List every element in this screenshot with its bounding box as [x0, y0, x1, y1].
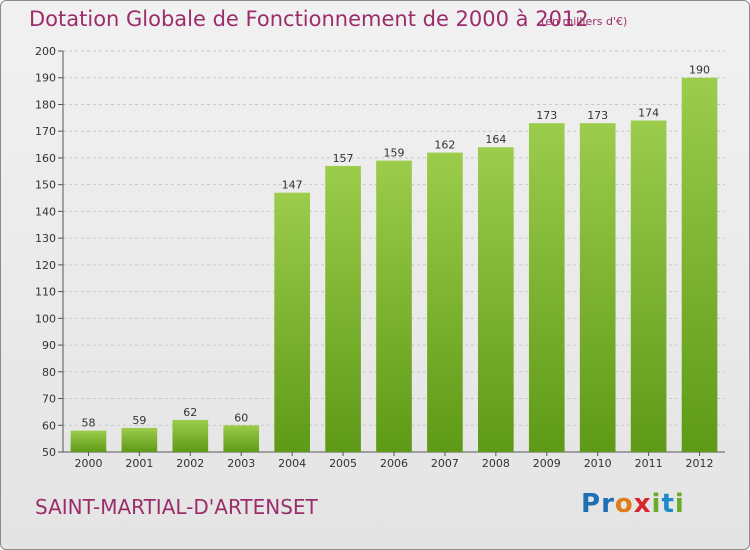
y-tick-label: 140 — [35, 205, 56, 218]
data-label-2011: 174 — [638, 107, 659, 120]
bar-2002 — [172, 419, 209, 452]
x-tick-label-2011: 2011 — [635, 457, 663, 470]
chart-title: Dotation Globale de Fonctionnement de 20… — [29, 7, 589, 31]
logo-letter: o — [614, 489, 634, 519]
y-tick-label: 100 — [35, 312, 56, 325]
bar-2011 — [630, 120, 667, 453]
y-tick-label: 180 — [35, 98, 56, 111]
commune-name: SAINT-MARTIAL-D'ARTENSET — [35, 495, 318, 519]
data-label-2007: 162 — [434, 139, 455, 152]
logo-letter: P — [581, 489, 602, 519]
logo-letter: t — [661, 489, 675, 519]
data-label-2002: 62 — [183, 406, 197, 419]
bar-2007 — [427, 152, 463, 452]
y-tick-label: 110 — [35, 286, 56, 299]
data-label-2004: 147 — [282, 179, 303, 192]
data-label-2010: 173 — [587, 109, 608, 122]
y-tick-label: 70 — [42, 393, 56, 406]
x-tick-label-2008: 2008 — [482, 457, 510, 470]
data-label-2008: 164 — [485, 133, 506, 146]
x-tick-label-2002: 2002 — [176, 457, 204, 470]
x-tick-label-2006: 2006 — [380, 457, 408, 470]
bar-2004 — [274, 192, 310, 453]
proxiti-logo: Proxiti — [581, 489, 685, 519]
logo-letter: x — [633, 489, 652, 519]
data-label-2009: 173 — [536, 109, 557, 122]
logo-letter: i — [674, 489, 685, 519]
bar-2008 — [478, 147, 514, 453]
data-label-2003: 60 — [234, 411, 248, 424]
y-tick-label: 160 — [35, 152, 56, 165]
x-tick-label-2005: 2005 — [329, 457, 357, 470]
bar-2005 — [325, 165, 361, 452]
logo-letter: r — [601, 489, 615, 519]
bar-2001 — [121, 427, 158, 452]
y-tick-label: 190 — [35, 72, 56, 85]
chart-unit-note: (en milliers d'€) — [541, 15, 628, 28]
x-tick-label-2003: 2003 — [227, 457, 255, 470]
y-tick-label: 50 — [42, 446, 56, 459]
x-tick-label-2009: 2009 — [533, 457, 561, 470]
data-label-2005: 157 — [333, 152, 354, 165]
y-tick-label: 150 — [35, 179, 56, 192]
y-tick-label: 200 — [35, 45, 56, 58]
bar-2012 — [681, 77, 718, 452]
data-label-2006: 159 — [384, 147, 405, 160]
y-tick-label: 90 — [42, 339, 56, 352]
x-tick-label-2000: 2000 — [74, 457, 102, 470]
x-tick-label-2001: 2001 — [125, 457, 153, 470]
y-tick-label: 60 — [42, 419, 56, 432]
x-tick-label-2007: 2007 — [431, 457, 459, 470]
x-tick-label-2012: 2012 — [686, 457, 714, 470]
bar-2003 — [223, 425, 260, 452]
y-tick-label: 130 — [35, 232, 56, 245]
y-tick-label: 120 — [35, 259, 56, 272]
data-label-2001: 59 — [132, 414, 146, 427]
bar-2010 — [579, 123, 616, 453]
logo-letter: i — [651, 489, 662, 519]
data-label-2000: 58 — [81, 417, 95, 430]
x-tick-label-2004: 2004 — [278, 457, 306, 470]
y-tick-label: 80 — [42, 366, 56, 379]
bar-2006 — [376, 160, 412, 452]
bar-2009 — [528, 123, 565, 453]
bar-2000 — [70, 430, 107, 452]
x-tick-label-2010: 2010 — [584, 457, 612, 470]
y-tick-label: 170 — [35, 125, 56, 138]
data-label-2012: 190 — [689, 64, 710, 77]
